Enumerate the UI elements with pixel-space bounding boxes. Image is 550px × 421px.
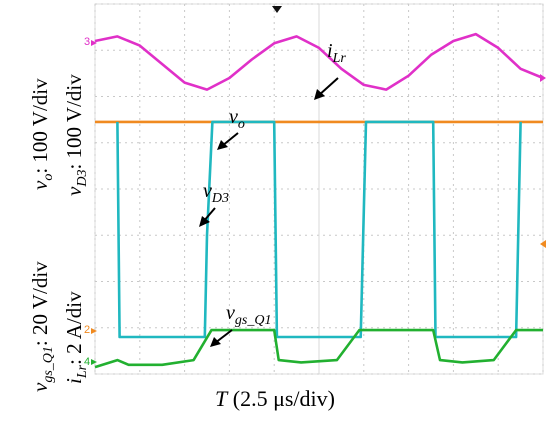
vo-annotation: vo — [229, 106, 245, 132]
ch2-marker: 2 — [84, 324, 90, 336]
channel-markers: 3 2 4 — [84, 6, 546, 368]
right-offset-icon — [540, 74, 546, 82]
trace-v-d3 — [116, 120, 522, 339]
iLr-scale-label: iLr: 2 A/div — [62, 291, 91, 384]
trigger-level-icon — [540, 240, 546, 248]
vD3-arrowhead-icon — [199, 216, 210, 227]
ch3-arrow-icon — [91, 40, 97, 46]
ch2-arrow-icon — [91, 328, 97, 334]
vgs-scale-label: vgs_Q1: 20 V/div — [28, 261, 57, 392]
ch4-marker: 4 — [84, 356, 90, 368]
x-axis-label: T (2.5 μs/div) — [215, 386, 335, 411]
plot-grid — [94, 3, 544, 375]
annotation-arrows — [199, 77, 339, 347]
ch3-marker: 3 — [84, 36, 90, 48]
trace-v-gs-q1 — [94, 328, 543, 369]
vD3-annotation: vD3 — [203, 180, 230, 206]
vD3-scale-label: vD3: 100 V/div — [62, 74, 91, 196]
vgs-annotation: vgs_Q1 — [226, 302, 272, 328]
iLr-arrowhead-icon — [314, 89, 325, 100]
trigger-position-icon — [272, 6, 282, 13]
trace-i-lr — [94, 32, 544, 91]
vo-scale-label: vo: 100 V/div — [28, 78, 57, 190]
ch4-arrow-icon — [91, 359, 97, 365]
iLr-annotation: iLr — [327, 40, 346, 66]
vgs-arrowhead-icon — [210, 337, 221, 347]
vo-arrowhead-icon — [217, 140, 228, 150]
trace-group — [94, 32, 544, 369]
